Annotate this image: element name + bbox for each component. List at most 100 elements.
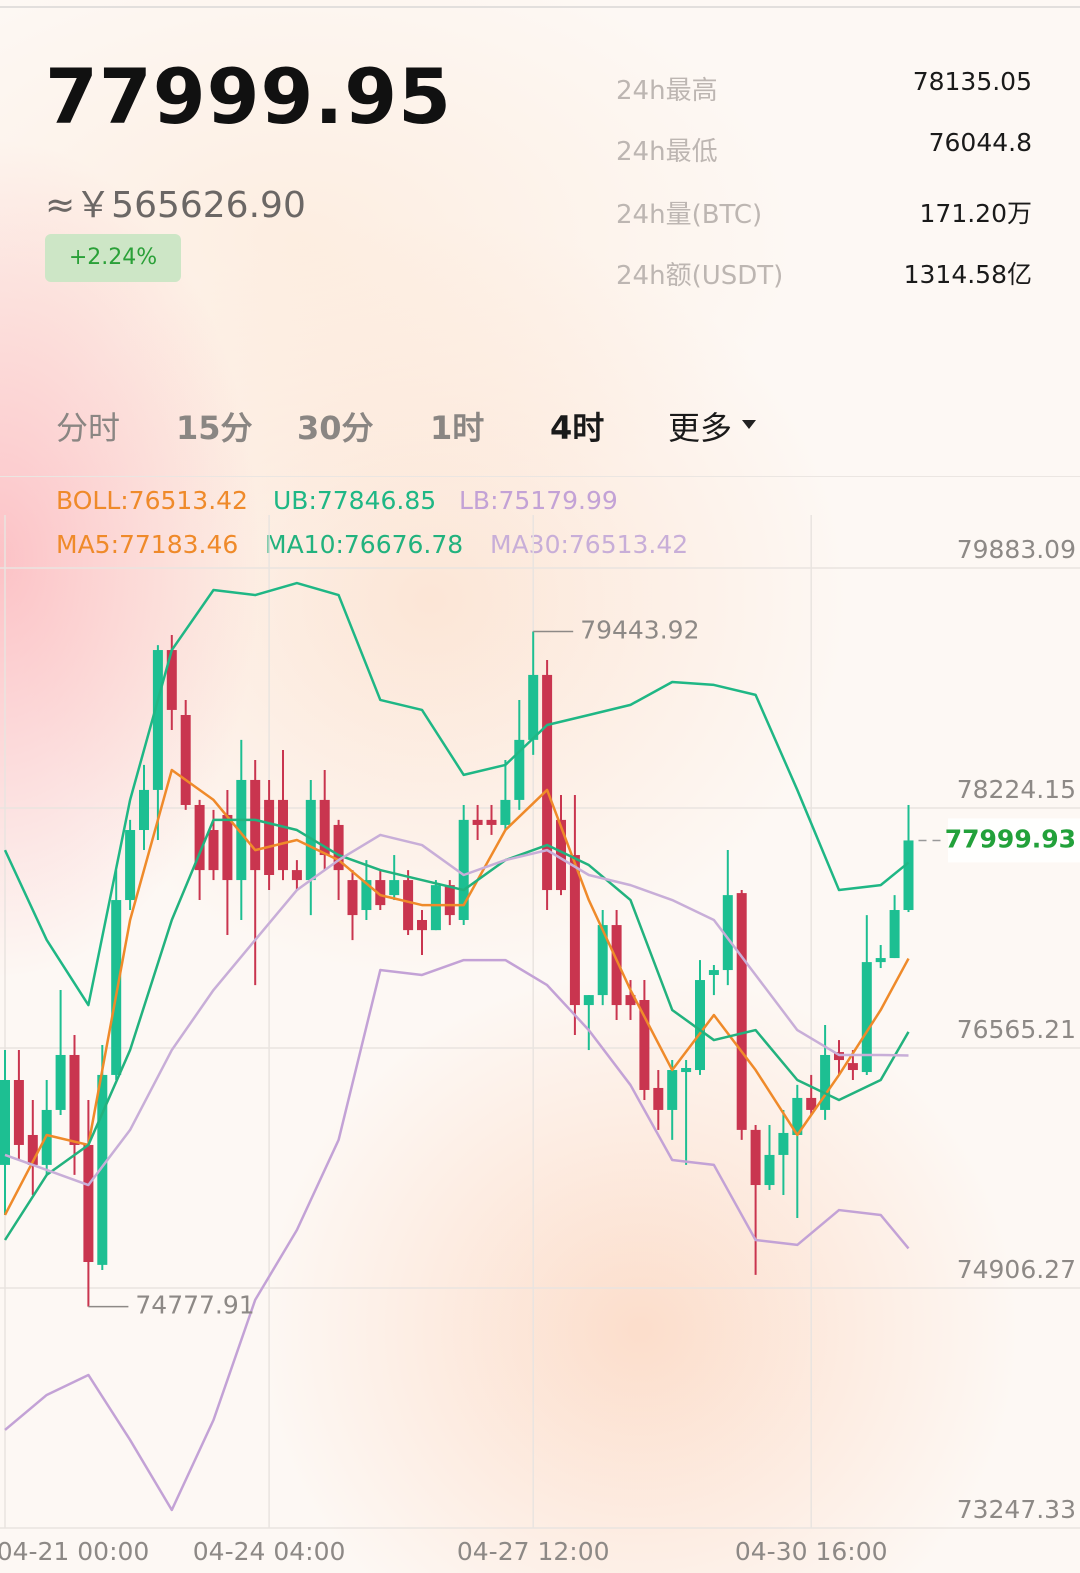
candle-body [278, 799, 288, 871]
candle-body [611, 925, 622, 1006]
tab-divider [0, 476, 1080, 477]
candle-body [528, 674, 539, 740]
candle-body [750, 1129, 761, 1186]
candle-body [639, 999, 650, 1090]
candle-body [708, 970, 719, 975]
stat-value: 78135.05 [912, 67, 1032, 96]
candle-body [389, 880, 400, 896]
candle-body [861, 962, 872, 1073]
max-label: 79443.92 [580, 616, 699, 645]
candle-body [875, 958, 886, 963]
stat-value: 76044.8 [928, 128, 1032, 157]
y-tick-label: 78224.15 [957, 775, 1076, 804]
candle-body [403, 880, 414, 931]
candle-body [583, 995, 594, 1006]
candle-body [375, 880, 386, 906]
candle-body [264, 799, 275, 876]
candle-body [903, 840, 914, 911]
price-tag-label: 77999.93 [945, 824, 1076, 853]
legend-ma5: MA5:77183.46 [56, 530, 239, 559]
stat-label: 24h最高 [616, 76, 718, 106]
dropdown-arrow [742, 420, 756, 429]
candle-body [166, 650, 177, 710]
candle-body [820, 1054, 831, 1110]
indicator-line [3, 818, 910, 1241]
candle-body [208, 830, 219, 871]
legend-boll: BOLL:76513.42 [56, 486, 248, 515]
candle-body [444, 885, 455, 916]
candle-body [569, 855, 580, 1006]
tab[interactable]: 30分 [297, 409, 374, 447]
candle-body [69, 1054, 80, 1145]
indicator-line [4, 958, 910, 1512]
stat-value: 1314.58亿 [903, 260, 1032, 289]
candle-body [542, 674, 553, 891]
x-tick-label: 04-21 00:00 [0, 1537, 149, 1566]
candle-body [597, 925, 608, 996]
indicator-line [3, 581, 910, 1007]
y-tick-label: 73247.33 [957, 1495, 1076, 1524]
stat-label: 24h量(BTC) [616, 200, 763, 230]
candle-body [83, 1144, 94, 1262]
tab-active[interactable]: 4时 [550, 409, 605, 447]
x-tick-label: 04-30 16:00 [735, 1537, 888, 1566]
candle-body [55, 1054, 66, 1110]
candle-body [472, 819, 483, 825]
cny-price: ≈￥565626.90 [45, 185, 306, 226]
candle-body [430, 885, 441, 931]
min-label: 74777.91 [135, 1291, 254, 1320]
candle-body [361, 880, 372, 911]
candle-body [500, 799, 511, 825]
candle-body [764, 1154, 775, 1186]
candle-body [139, 789, 149, 831]
tab[interactable]: 15分 [176, 409, 253, 447]
candle-body [458, 819, 469, 920]
last-price: 77999.95 [45, 52, 453, 141]
candle-body [222, 814, 233, 881]
candle-body [180, 714, 191, 805]
legend-ma30: MA30:76513.42 [490, 530, 689, 559]
candle-body [347, 880, 358, 916]
candle-body [305, 799, 316, 881]
legend-ma10: MA10:76676.78 [265, 530, 464, 559]
candle-body [125, 830, 136, 901]
candle-body [97, 1074, 108, 1265]
y-tick-label: 76565.21 [957, 1015, 1076, 1044]
candle-body [695, 980, 705, 1071]
candle-body [291, 870, 302, 881]
candle-body [152, 650, 163, 790]
tab[interactable]: 1时 [430, 409, 485, 447]
candle-body [514, 739, 525, 800]
candle-body [792, 1097, 803, 1135]
candle-body [806, 1097, 817, 1110]
candle-body [653, 1087, 664, 1110]
candle-body [111, 900, 122, 1075]
candle-body [486, 819, 497, 825]
candle-body [778, 1132, 789, 1155]
stat-label: 24h额(USDT) [616, 261, 784, 291]
candle-body [319, 799, 330, 856]
change-badge: +2.24% [45, 234, 181, 282]
x-tick-label: 04-24 04:00 [193, 1537, 346, 1566]
candle-body [847, 1063, 858, 1071]
legend-lb: LB:75179.99 [459, 486, 618, 515]
candle-body [889, 910, 900, 959]
indicator-line [4, 833, 909, 1187]
candle-body [667, 1070, 678, 1110]
candle-body [250, 779, 261, 871]
candle-body [736, 893, 747, 1130]
legend-ub: UB:77846.85 [273, 486, 437, 515]
tab[interactable]: 分时 [56, 409, 121, 447]
y-tick-label: 79883.09 [957, 535, 1076, 564]
top-border [0, 6, 1080, 8]
tab-more[interactable]: 更多 [668, 409, 733, 447]
candle-body [27, 1134, 38, 1165]
stat-value: 171.20万 [919, 199, 1032, 228]
candle-body [236, 779, 247, 881]
stat-label: 24h最低 [616, 137, 718, 167]
y-tick-label: 74906.27 [957, 1255, 1076, 1284]
candle-body [13, 1080, 24, 1145]
candle-body [681, 1067, 692, 1073]
